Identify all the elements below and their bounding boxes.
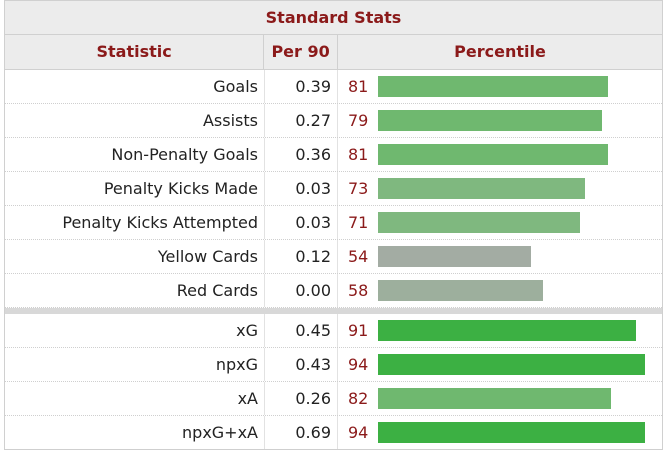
per90-value: 0.12 [264,240,338,273]
per90-value: 0.00 [264,274,338,307]
percentile-value: 73 [348,179,369,198]
table-row: xG 0.45 91 [5,314,662,348]
statistic-label: Penalty Kicks Attempted [62,213,258,232]
table-row: Assists 0.27 79 [5,104,662,138]
percentile-bar [378,76,608,97]
percentile-bar [378,354,645,375]
percentile-bar [378,422,645,443]
column-header-per90[interactable]: Per 90 [264,35,338,69]
group-separator [5,308,662,314]
percentile-cell: 58 [338,274,662,307]
statistic-label: Red Cards [176,281,258,300]
percentile-value: 94 [348,355,369,374]
statistic-label: npxG [215,355,258,374]
table-row: Goals 0.39 81 [5,70,662,104]
percentile-cell: 91 [338,314,662,347]
percentile-bar [378,320,636,341]
per90-value: 0.27 [264,104,338,137]
statistic-label: npxG+xA [182,423,258,442]
statistic-label: Goals [213,77,258,96]
percentile-value: 71 [348,213,369,232]
table-header: Statistic Per 90 Percentile [4,34,663,70]
table-body: Goals 0.39 81 Assists 0.27 79 Non-Penalty Goal… [4,70,663,450]
percentile-bar [378,280,543,301]
per90-value: 0.45 [264,314,338,347]
percentile-value: 79 [348,111,369,130]
percentile-cell: 81 [338,70,662,103]
percentile-value: 54 [348,247,369,266]
table-row: Penalty Kicks Made 0.03 73 [5,172,662,206]
table-row: npxG 0.43 94 [5,348,662,382]
percentile-bar [378,110,602,131]
percentile-bar [378,388,611,409]
percentile-value: 82 [348,389,369,408]
percentile-cell: 82 [338,382,662,415]
table-row: Yellow Cards 0.12 54 [5,240,662,274]
percentile-bar [378,178,585,199]
percentile-cell: 94 [338,348,662,381]
table-row: npxG+xA 0.69 94 [5,416,662,450]
percentile-value: 58 [348,281,369,300]
percentile-cell: 81 [338,138,662,171]
percentile-cell: 79 [338,104,662,137]
percentile-cell: 71 [338,206,662,239]
column-header-statistic[interactable]: Statistic [5,35,265,69]
percentile-cell: 94 [338,416,662,449]
table-row: Penalty Kicks Attempted 0.03 71 [5,206,662,240]
percentile-value: 81 [348,145,369,164]
column-header-percentile[interactable]: Percentile [454,42,546,61]
percentile-value: 91 [348,321,369,340]
per90-value: 0.36 [264,138,338,171]
percentile-value: 94 [348,423,369,442]
statistic-label: Assists [202,111,258,130]
per90-value: 0.39 [264,70,338,103]
percentile-cell: 73 [338,172,662,205]
per90-value: 0.26 [264,382,338,415]
per90-value: 0.43 [264,348,338,381]
percentile-bar [378,144,608,165]
statistic-label: Non-Penalty Goals [111,145,258,164]
statistic-label: xA [237,389,258,408]
table-row: Red Cards 0.00 58 [5,274,662,308]
percentile-cell: 54 [338,240,662,273]
per90-value: 0.03 [264,206,338,239]
percentile-bar [378,212,580,233]
table-title: Standard Stats [4,0,663,34]
statistic-label: xG [236,321,258,340]
per90-value: 0.69 [264,416,338,449]
percentile-value: 81 [348,77,369,96]
per90-value: 0.03 [264,172,338,205]
statistic-label: Penalty Kicks Made [103,179,258,198]
table-row: xA 0.26 82 [5,382,662,416]
percentile-bar [378,246,531,267]
table-row: Non-Penalty Goals 0.36 81 [5,138,662,172]
table-bottom-border [4,449,663,450]
statistic-label: Yellow Cards [157,247,258,266]
